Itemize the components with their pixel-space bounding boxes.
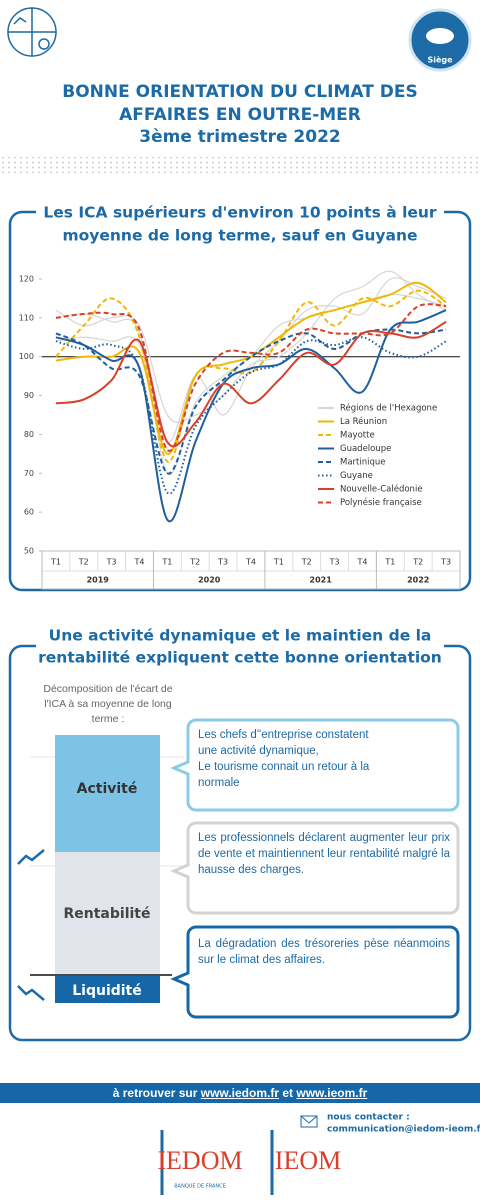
legend-label: Guyane (340, 471, 373, 481)
contact-label: nous contacter : (327, 1113, 410, 1123)
up-arrow (17, 849, 45, 865)
legend-label: La Réunion (340, 416, 387, 427)
callout-line: normale (198, 777, 240, 789)
callout-text: Les chefs d''entreprise constatent une a… (198, 727, 450, 791)
logo-sub: BANQUE DE FRANCE (174, 1184, 226, 1190)
legend-label: Mayotte (340, 431, 375, 441)
year-label: 2022 (407, 576, 429, 585)
series-line (55, 270, 447, 423)
section-title: rentabilité expliquent cette bonne orien… (38, 649, 442, 667)
footer-band: à retrouver sur www.iedom.fr et www.ieom… (0, 1083, 480, 1103)
series-line (55, 303, 447, 452)
x-axis-frame (41, 550, 461, 590)
segment-rentabilite (55, 852, 160, 975)
down-arrow (17, 985, 45, 1001)
callout-line: une activité dynamique, (198, 745, 319, 757)
x-tick-label: T1 (384, 558, 395, 567)
legend-label: Guadeloupe (340, 444, 391, 454)
legend-label: Martinique (340, 458, 386, 468)
x-tick-label: T1 (161, 558, 172, 567)
header-icon (7, 7, 57, 57)
series-line (55, 281, 447, 455)
x-tick-label: T2 (412, 558, 423, 567)
segment-activite (55, 735, 160, 852)
year-label: 2019 (87, 576, 110, 585)
year-label: 2021 (310, 576, 333, 585)
x-tick-label: T2 (301, 558, 312, 567)
y-tick-label: 100 (19, 352, 34, 361)
callout-line: Le tourisme connait un retour à la (198, 761, 370, 773)
subtitle: 3ème trimestre 2022 (139, 127, 341, 147)
y-tick-label: 90 (24, 391, 34, 400)
y-tick-label: 60 (24, 508, 34, 517)
x-tick-label: T3 (106, 558, 117, 567)
series-line (55, 289, 447, 463)
series-line (55, 320, 447, 448)
x-tick-label: T3 (440, 558, 451, 567)
x-tick-label: T3 (329, 558, 340, 567)
section-title: Une activité dynamique et le maintien de… (49, 627, 432, 645)
segment-label: Liquidité (72, 983, 142, 999)
y-tick-label: 120 (19, 275, 34, 284)
segment-liquidite (55, 976, 160, 1003)
y-tick-label: 50 (24, 547, 34, 556)
x-tick-label: T1 (50, 558, 61, 567)
badge-label: Siège (427, 55, 453, 65)
logo: IEOM (275, 1146, 341, 1175)
series-line (55, 328, 447, 475)
dotted-band (0, 157, 480, 173)
title: BONNE ORIENTATION DU CLIMAT DES (62, 82, 417, 102)
y-tick-label: 110 (19, 313, 34, 322)
callout-line: Les chefs d''entreprise constatent (198, 729, 369, 741)
callout-text: Les professionnels déclarent augmenter l… (198, 832, 450, 876)
x-tick-label: T4 (134, 558, 145, 567)
callout-box (170, 718, 460, 812)
note-line: Décomposition de l'écart de (43, 683, 173, 695)
y-tick-label: 80 (24, 430, 34, 439)
link[interactable]: www.iedom.fr (200, 1086, 279, 1100)
callout-box (170, 925, 460, 1019)
title-mask (36, 628, 444, 672)
callout-box (170, 821, 460, 915)
x-tick-label: T1 (273, 558, 284, 567)
x-tick-label: T4 (245, 558, 256, 567)
title-mask (36, 200, 444, 250)
mail-icon (300, 1115, 318, 1128)
line-chart: 50 60 70 80 90 100 110 120 T1 T2 T3 T4 T1 T2 T3 T4 T1 T2 T… (19, 270, 461, 590)
x-tick-label: T3 (217, 558, 228, 567)
segment-label: Activité (77, 781, 138, 797)
y-tick-label: 70 (24, 469, 34, 478)
callout-text: La dégradation des trésoreries pèse néan… (198, 938, 450, 966)
footer-text: et (282, 1086, 294, 1100)
segment-label: Rentabilité (64, 906, 151, 922)
series-line (55, 277, 447, 443)
section-title: moyenne de long terme, sauf en Guyane (62, 227, 417, 245)
legend-label: Polynésie française (340, 497, 422, 508)
section-title: Les ICA supérieurs d'environ 10 points à… (43, 204, 437, 222)
mail-icon (300, 1115, 318, 1124)
note-line: l'ICA à sa moyenne de long (44, 698, 172, 710)
contact-email: communication@iedom-ieom.fr (327, 1125, 480, 1135)
badge: Siège (408, 8, 472, 72)
series-line (55, 309, 447, 523)
note-line: terme : (91, 713, 125, 725)
x-tick-label: T4 (356, 558, 367, 567)
title: AFFAIRES EN OUTRE-MER (119, 105, 361, 125)
x-tick-label: T2 (189, 558, 200, 567)
year-label: 2020 (198, 576, 221, 585)
legend-label: Régions de l'Hexagone (340, 403, 437, 414)
footer-text: à retrouver sur (112, 1086, 198, 1100)
decomposition-note: Décomposition de l'écart de l'ICA à sa m… (22, 682, 194, 727)
link[interactable]: www.ieom.fr (296, 1086, 368, 1100)
legend-label: Nouvelle-Calédonie (340, 484, 423, 495)
logo: IEDOM (157, 1146, 242, 1175)
x-tick-label: T2 (78, 558, 89, 567)
